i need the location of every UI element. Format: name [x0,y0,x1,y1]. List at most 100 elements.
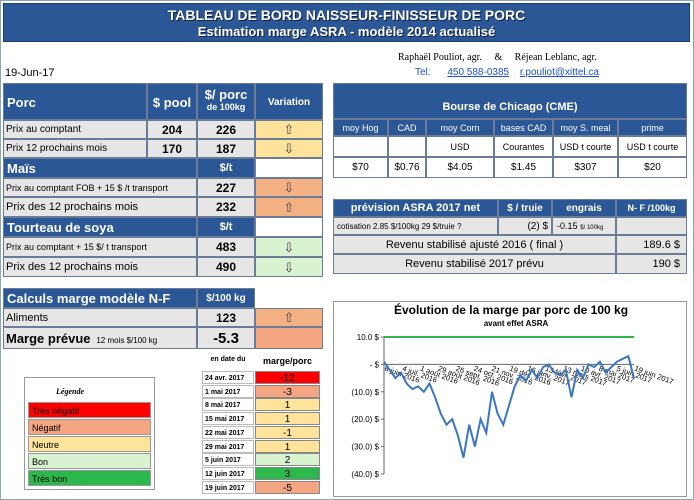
history-row: 19 juin 2017 -5 [202,480,320,494]
history-marge-header: marge/porc [262,356,313,366]
legend-item: Très bon [28,470,151,486]
cotisation-label: cotisation 2.85 $/100kg 29 $/truie ? [333,217,498,235]
contact-line: Tel: 450 588-0385 r.pouliot@xittel.ca [415,67,599,78]
history-row: 1 mai 2017 -3 [202,384,320,398]
legend-title: Légende [56,387,84,396]
asra-nf-header: N- F /100kg [616,199,687,217]
cotisation-engrais-cell: -0.15 $/ 100kg [552,217,616,235]
cme-unit: Courantes [494,136,553,157]
cotisation-truie: (2) $ [498,217,552,235]
soya-unit: $/t [197,217,255,237]
cme-col-header: prime [618,119,687,136]
history-marge: -5 [255,480,320,494]
page-title: TABLEAU DE BORD NAISSEUR-FINISSEUR DE PO… [167,7,526,23]
porc-row-pool: 170 [147,139,197,158]
y-tick-label: (20.0) $ [351,415,379,424]
history-marge: 1 [255,412,320,426]
y-tick-label: (30.0) $ [351,443,379,452]
history-marge: 3 [255,466,320,480]
history-marge: -3 [255,384,320,398]
mais-unit: $/t [197,158,255,178]
soya-row-value: 490 [197,257,255,277]
legend-item: Négatif [28,419,151,435]
rev2017-value: 190 $ [616,254,687,274]
arrow-down-icon: ⇩ [255,178,323,197]
mais-row-value: 232 [197,197,255,217]
history-date: 1 mai 2017 [202,384,254,398]
marge-label-cell: Marge prévue 12 mois $/100 kg [3,327,197,349]
mais-header: Maïs [3,158,197,178]
cotisation-engrais-unit: $/ 100kg [580,225,604,231]
cme-unit: USD [426,136,494,157]
chart-title: Évolution de la marge par porc de 100 kg [393,303,629,317]
arrow-down-icon: ⇩ [255,139,323,158]
arrow-down-icon: ⇩ [255,257,323,277]
history-date: 8 mai 2017 [202,398,254,412]
cme-unit [333,136,388,157]
rev2016-value: 189.6 $ [616,235,687,254]
cotisation-engrais: -0.15 [557,221,578,231]
y-tick-label: 10.0 $ [357,333,380,342]
asra-engrais-header: engrais [552,199,616,217]
arrow-up-icon: ⇧ [255,308,323,327]
porc-col-header: $/ porc de 100kg [197,83,255,120]
aliments-label: Aliments [3,308,197,327]
legend-item: Très négatif [28,402,151,418]
cme-col-header: moy Corn [426,119,494,136]
porc-row-label: Prix 12 prochains mois [3,139,147,158]
aliments-value: 123 [197,308,255,327]
history-date: 5 juin 2017 [202,453,254,467]
soya-header: Tourteau de soya [3,217,197,237]
cme-value: $70 [333,157,388,178]
arrow-up-icon: ⇧ [255,197,323,217]
history-row: 5 juin 2017 2 [202,453,320,467]
email-link[interactable]: r.pouliot@xittel.ca [519,67,599,78]
title-bar: TABLEAU DE BORD NAISSEUR-FINISSEUR DE PO… [3,3,690,42]
report-date: 19-Jun-17 [5,67,55,79]
calculs-header: Calculs marge modèle N-F [3,288,197,308]
marge-indicator [255,327,323,349]
cme-col-header: bases CAD [494,119,553,136]
calculs-unit: $/100 kg [197,288,255,308]
y-tick-label: - $ [370,360,380,369]
series-line [383,354,635,458]
cme-header: Bourse de Chicago (CME) [333,83,687,119]
mais-row-label: Prix au comptant FOB + 15 $ /t transport [3,178,197,197]
history-date: 29 mai 2017 [202,439,254,453]
asra-truie-header: $ / truie [498,199,552,217]
history-date-header: en date du [210,356,246,363]
soya-row-label: Prix au comptant + 15 $/ t transport [3,237,197,257]
margin-chart: Évolution de la marge par porc de 100 kg… [333,301,687,497]
history-marge: 2 [255,453,320,467]
history-row: 15 mai 2017 1 [202,412,320,426]
cme-unit [388,136,426,157]
page-subtitle: Estimation marge ASRA - modèle 2014 actu… [197,24,496,39]
variation-col-header: Variation [255,83,323,120]
history-marge: 1 [255,398,320,412]
rev2016-label: Revenu stabilisé ajusté 2016 ( final ) [333,235,616,254]
cme-value: $307 [553,157,618,178]
history-date: 22 mai 2017 [202,425,254,439]
phone-link[interactable]: 450 588-0385 [447,67,510,78]
history-row: 24 avr. 2017 -12 [202,371,320,384]
cme-value: $4.05 [426,157,494,178]
pool-col-header: $ pool [147,83,197,120]
chart-plot: 10.0 $ - $ (10.0) $ (20.0) $ (30.0) $ (40.0) … [351,333,674,479]
authors: Raphaël Pouliot, agr. & Réjean Leblanc, … [398,52,597,63]
history-row: 8 mai 2017 1 [202,398,320,412]
history-date: 24 avr. 2017 [202,371,254,384]
cme-unit: USD t courte [553,136,618,157]
marge-label: Marge prévue [6,331,91,346]
legend-item: Bon [28,453,151,469]
porc-row-label: Prix au comptant [3,120,147,139]
cotisation-blank [616,217,687,235]
mais-row-value: 227 [197,178,255,197]
mais-blank [255,158,323,178]
y-tick-label: (10.0) $ [351,388,379,397]
porc-header: Porc [3,83,147,120]
history-date: 12 juin 2017 [202,466,254,480]
cme-col-header: CAD [388,119,426,136]
cme-col-header: moy S. meal [553,119,618,136]
history-row: 12 juin 2017 3 [202,466,320,480]
cme-col-header: moy Hog [333,119,388,136]
